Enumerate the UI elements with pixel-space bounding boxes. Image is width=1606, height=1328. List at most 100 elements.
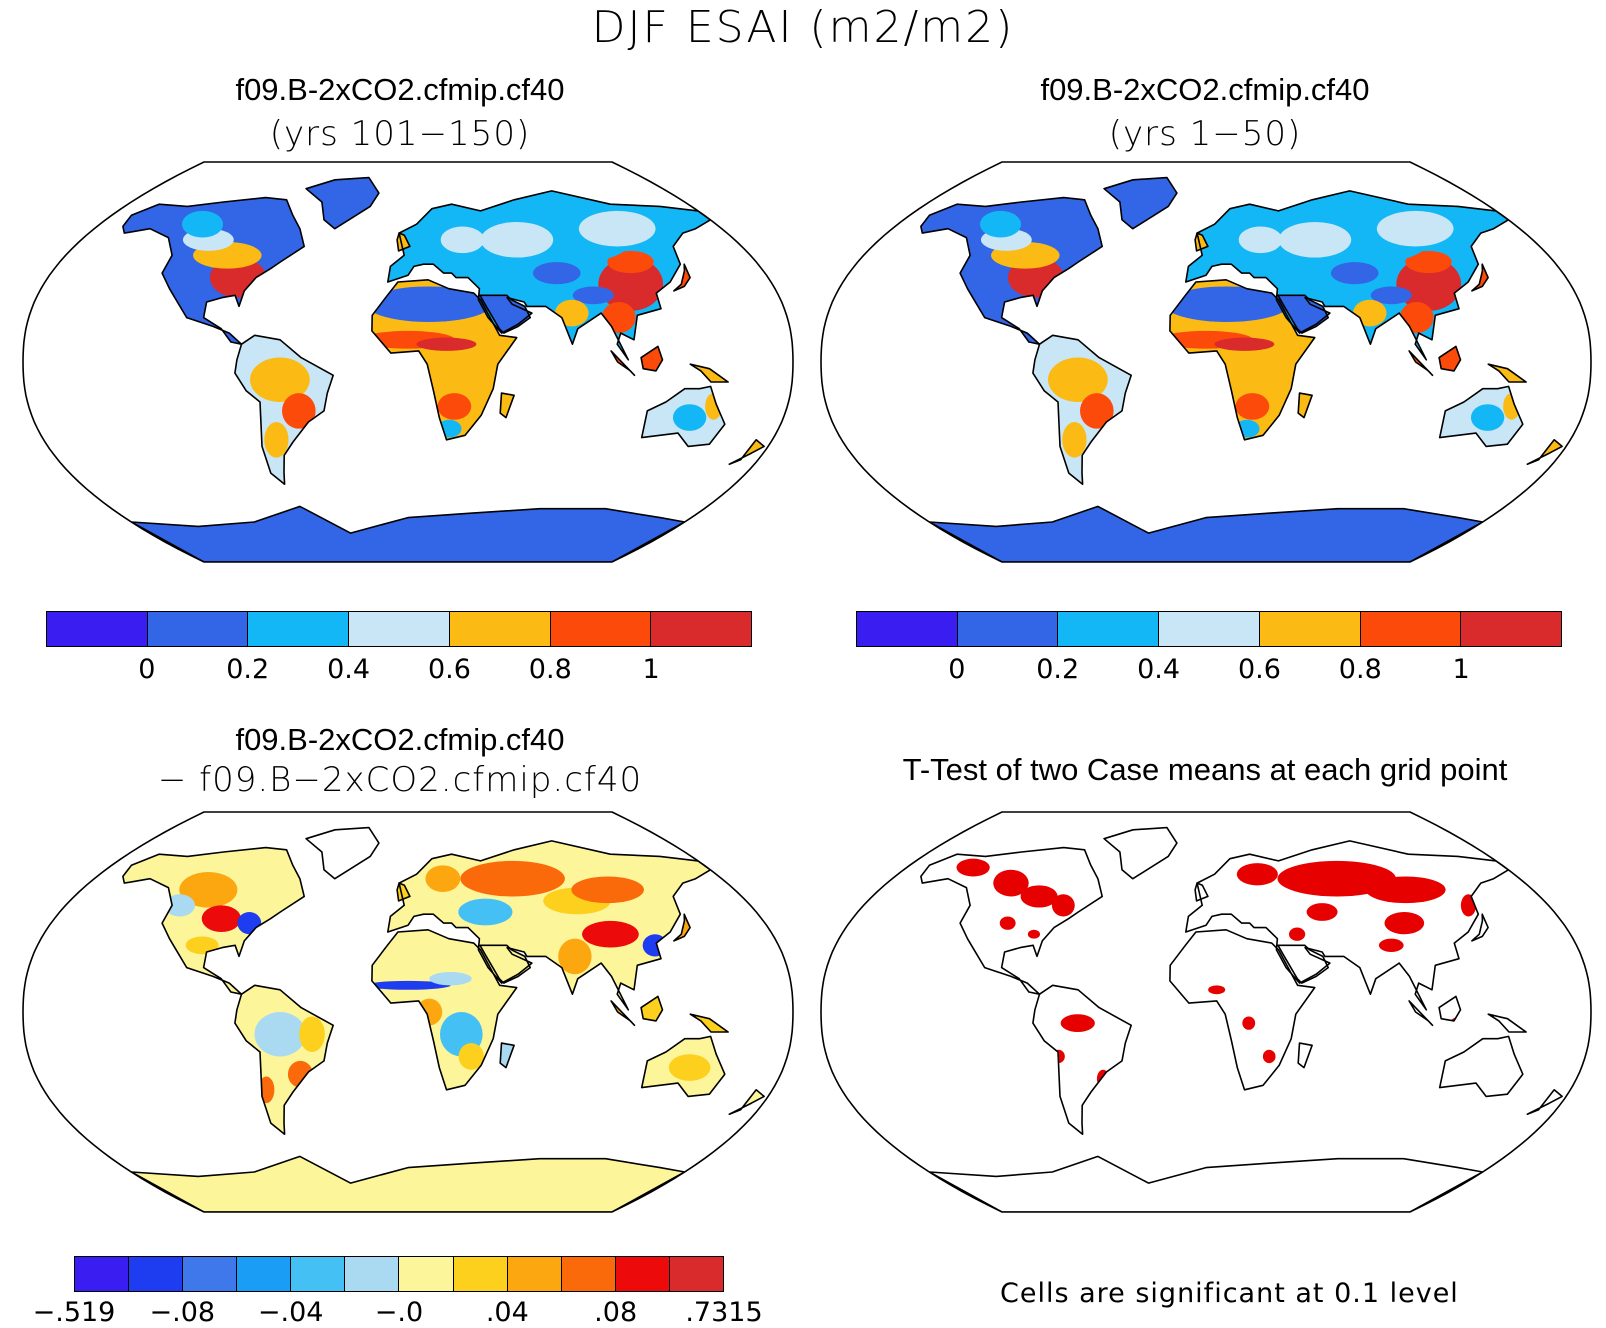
coastline-eurasia [1185, 190, 1510, 361]
significant-cell [1236, 863, 1278, 886]
colorbar-tick-label: 0.2 [1036, 654, 1080, 685]
field-patch [1330, 262, 1379, 285]
map-body [122, 826, 765, 1212]
colorbar-tick-label: 1 [642, 654, 660, 685]
coastline-britain [1194, 882, 1209, 902]
map-body [920, 826, 1563, 1212]
coastline-arabia [1277, 944, 1329, 984]
significant-cell [1242, 1016, 1256, 1030]
coastline-northAmerica [920, 846, 1103, 995]
colorbar-swatch [129, 1257, 184, 1291]
significant-cell [1306, 903, 1338, 921]
field-patch [598, 257, 664, 311]
land-fill-madagascar [500, 393, 515, 418]
colorbar-swatch [75, 1257, 130, 1291]
field-patches [164, 860, 711, 1104]
coastline-madagascar [1297, 392, 1313, 419]
colorbar-swatch [1461, 612, 1562, 646]
coastline-africa [371, 279, 518, 441]
panel-title-top-right: f09.B-2xCO2.cfmip.cf40 [1040, 72, 1370, 107]
map-panel-top-left [22, 161, 794, 563]
colorbar-tick-label: 0.6 [427, 654, 471, 685]
colorbar-tick-label: 1 [1452, 654, 1470, 685]
colorbar-tick-label: 0.2 [226, 654, 270, 685]
field-patch [1235, 393, 1270, 420]
colorbar-swatch [615, 1257, 670, 1291]
significant-cell [1027, 929, 1041, 939]
field-patch [1214, 337, 1275, 351]
coastline-eurasia [1185, 840, 1510, 1011]
coastline-borneo [1438, 345, 1462, 372]
field-patch [571, 876, 644, 904]
significant-cells [956, 858, 1493, 1088]
coastline-australia [1438, 385, 1524, 448]
significant-cell [1475, 994, 1493, 1008]
colorbar-swatch [345, 1257, 400, 1291]
field-patch [554, 299, 589, 327]
colorbar-tick-label: .7315 [685, 1297, 763, 1328]
colorbar-swatch [449, 612, 551, 646]
colorbar-tick-label: .04 [485, 1297, 529, 1328]
field-patch [582, 920, 639, 948]
coastline-japan [673, 263, 691, 292]
land-fill-newguinea [690, 1014, 729, 1032]
field-patch [254, 1012, 306, 1057]
field-patch [558, 938, 592, 975]
field-patch [532, 262, 581, 285]
coastline-greenland [305, 826, 380, 880]
coastline-southAmerica [234, 334, 334, 485]
significant-cell [1384, 912, 1425, 935]
coastline-eurasia [387, 840, 712, 1011]
colorbar-top-left [46, 611, 752, 647]
field-patch [437, 393, 472, 420]
coastline-japan [1471, 263, 1489, 292]
coastline-madagascar [1297, 1042, 1313, 1069]
coastline-antarctica [928, 1155, 1484, 1212]
significant-cell [1051, 894, 1075, 917]
colorbar-tick-label: −.0 [374, 1297, 424, 1328]
field-patch [458, 1043, 484, 1070]
panel-title-bottom-right: T-Test of two Case means at each grid po… [902, 752, 1508, 787]
field-patch [1048, 357, 1108, 402]
significant-cell [956, 858, 990, 877]
field-patch [1399, 302, 1434, 334]
coastline-australia [1438, 1035, 1524, 1098]
map-outline [22, 161, 794, 563]
field-patch [282, 393, 316, 429]
field-patch [578, 210, 656, 247]
significant-cell [1208, 985, 1226, 995]
significant-cell [999, 916, 1016, 930]
coastline-nz [1526, 439, 1563, 465]
map-panel-bottom-right [820, 811, 1592, 1213]
map-panel-bottom-left [22, 811, 794, 1213]
colorbar-tick-label: 0.6 [1237, 654, 1281, 685]
map-panel-top-right [820, 161, 1592, 563]
coastline-britain [1194, 232, 1209, 252]
significant-cell [1096, 1069, 1110, 1088]
colorbar-swatch [349, 612, 450, 646]
panel-subtitle-top-right: (yrs 1−50) [1108, 114, 1302, 154]
field-patch [250, 357, 310, 402]
coastline-borneo [640, 995, 664, 1022]
field-patch [1062, 422, 1087, 458]
coastline-britain [396, 232, 411, 252]
coastline-sumatra [1408, 1000, 1434, 1027]
coastline-britain [396, 882, 411, 902]
field-patch [1278, 222, 1352, 258]
land-fill-antarctica [131, 1156, 685, 1212]
figure-title: DJF ESAI (m2/m2) [591, 2, 1015, 53]
colorbar-swatch [957, 612, 1059, 646]
land-fill-japan [673, 264, 691, 291]
field-patch [1376, 210, 1454, 247]
coastline-sumatra [1408, 350, 1434, 377]
colorbar-swatch [857, 612, 958, 646]
colorbar-swatch [550, 612, 652, 646]
panel-title-bottom-left: f09.B-2xCO2.cfmip.cf40 [235, 722, 565, 757]
coastline-northAmerica [122, 846, 305, 995]
coastline-greenland [1103, 176, 1178, 230]
land-fill-newguinea [1488, 364, 1527, 382]
coastline-newguinea [689, 363, 729, 383]
coastline-arabia [479, 944, 531, 984]
colorbar-swatch [147, 612, 249, 646]
field-patch [185, 936, 219, 955]
